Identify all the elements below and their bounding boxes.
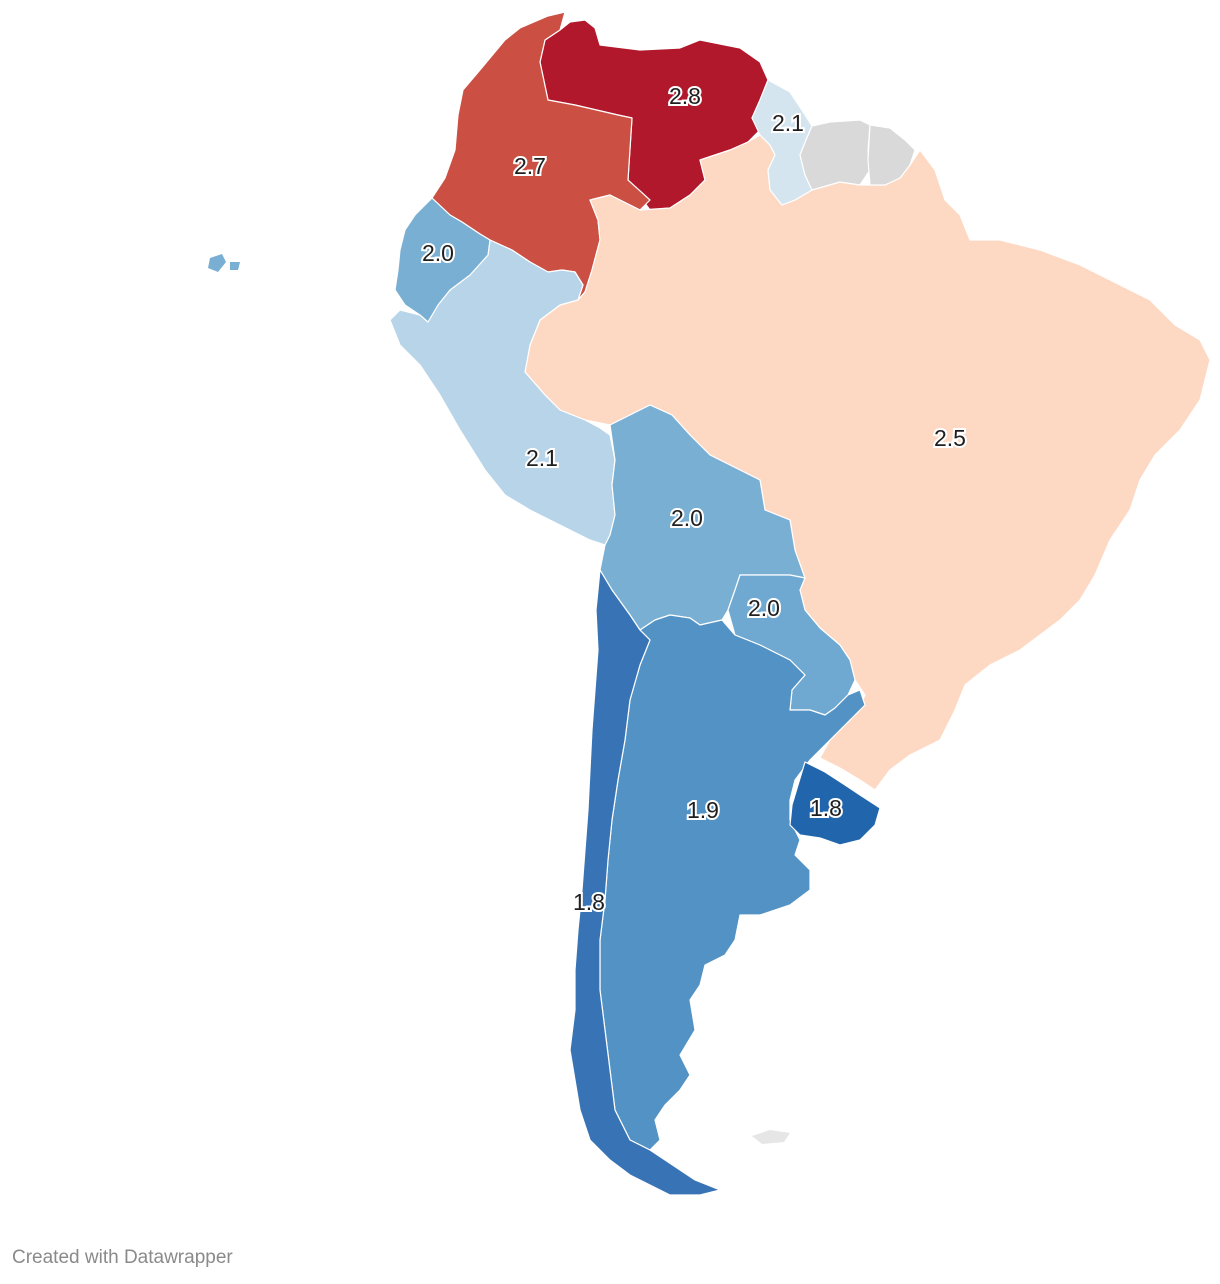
- region-ecuador[interactable]: [394, 197, 491, 323]
- region-uruguay[interactable]: [789, 761, 881, 846]
- datawrapper-credit: Created with Datawrapper: [12, 1247, 233, 1268]
- value-label-argentina: 1.9: [687, 797, 719, 823]
- region-guyana[interactable]: [751, 79, 813, 206]
- value-label-venezuela: 2.8: [669, 83, 701, 109]
- value-label-uruguay: 1.8: [810, 795, 842, 821]
- value-label-bolivia: 2.0: [671, 505, 703, 531]
- value-label-ecuador: 2.0: [422, 240, 454, 266]
- region-suriname[interactable]: [799, 119, 871, 191]
- islands-ecuador-0: [208, 254, 240, 272]
- region-chile[interactable]: [569, 569, 721, 1196]
- value-label-peru: 2.1: [526, 445, 558, 471]
- value-label-brazil: 2.5: [934, 425, 966, 451]
- value-label-colombia: 2.7: [514, 153, 546, 179]
- value-label-guyana: 2.1: [772, 110, 804, 136]
- value-label-chile: 1.8: [573, 889, 605, 915]
- value-label-paraguay: 2.0: [748, 595, 780, 621]
- region-peru[interactable]: [389, 239, 616, 546]
- region-french-guiana[interactable]: [867, 124, 916, 186]
- islands-argentina-1: [752, 1130, 790, 1144]
